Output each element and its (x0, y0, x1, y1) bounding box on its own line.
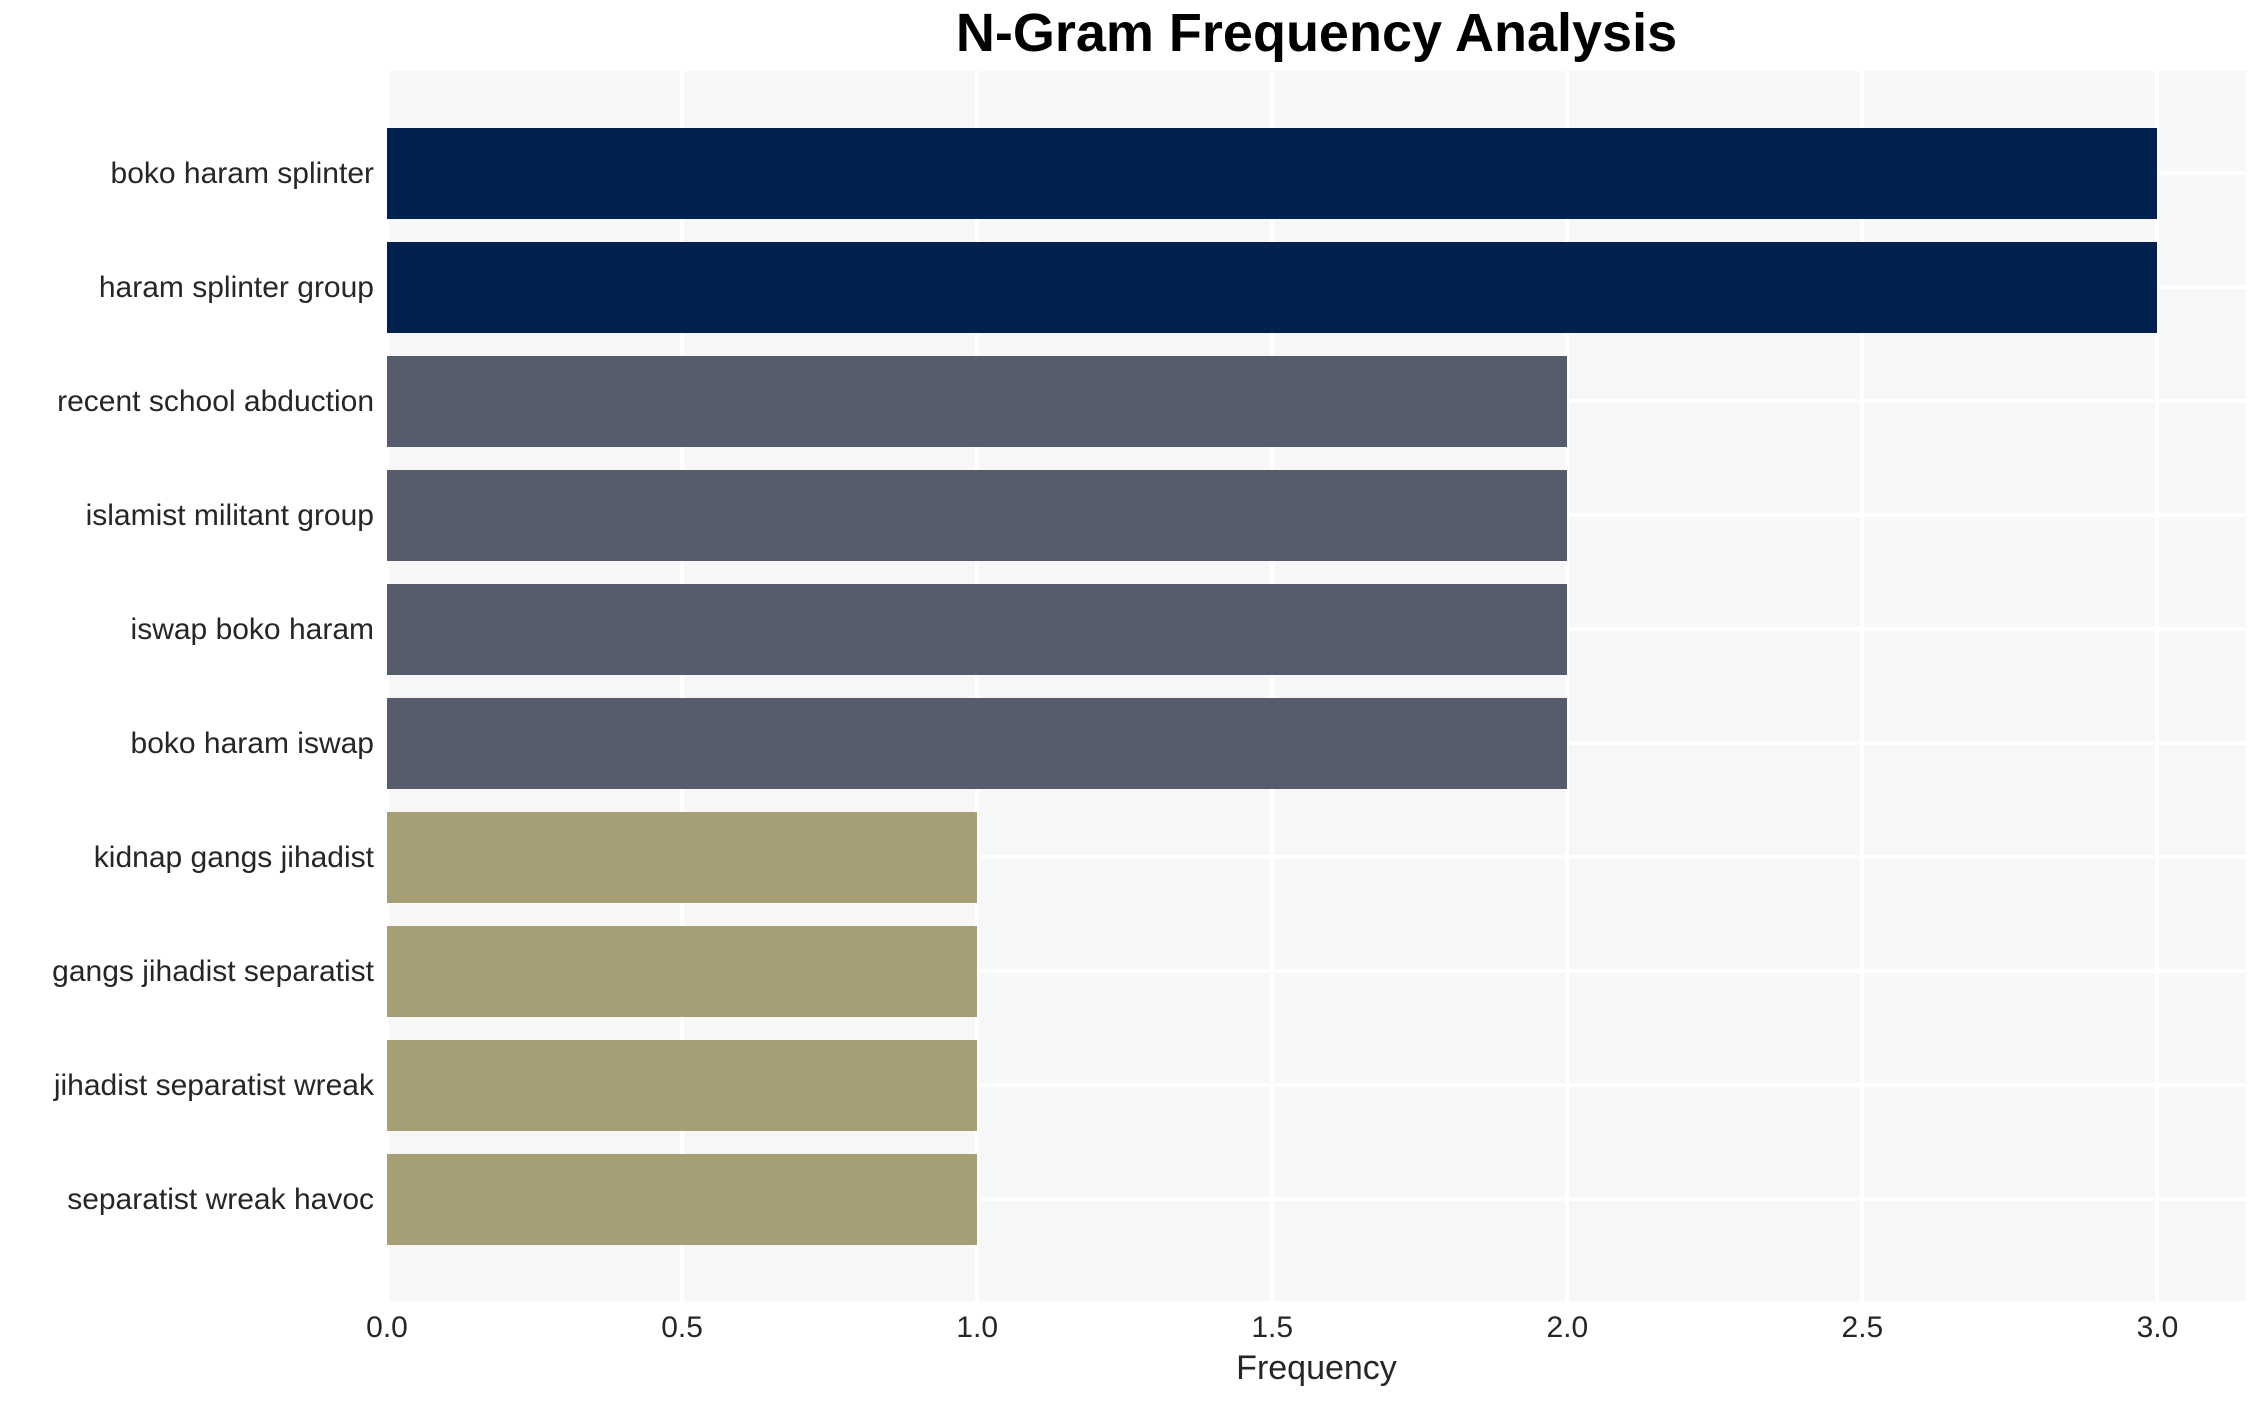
bar-row: boko haram splinter (0, 116, 2246, 230)
chart-title: N-Gram Frequency Analysis (955, 3, 1678, 63)
y-axis-label: boko haram iswap (130, 726, 374, 760)
bar-row: gangs jihadist separatist (0, 914, 2246, 1028)
bar-track (387, 1039, 2246, 1131)
y-axis-label: iswap boko haram (130, 612, 374, 646)
y-axis-label: haram splinter group (98, 270, 374, 304)
bar-track (387, 925, 2246, 1017)
bar (387, 697, 1568, 789)
horizontal-gridline (387, 1083, 2246, 1087)
bar-row: recent school abduction (0, 344, 2246, 458)
x-tick-label: 0.0 (366, 1311, 408, 1344)
bar (387, 355, 1568, 447)
y-axis-label: jihadist separatist wreak (53, 1068, 374, 1102)
x-tick-label: 2.5 (1841, 1311, 1884, 1344)
x-tick-label: 1.0 (956, 1311, 999, 1344)
x-tick-label: 1.5 (1251, 1311, 1294, 1344)
bar-track (387, 469, 2246, 561)
y-axis-label: kidnap gangs jihadist (93, 840, 374, 874)
vertical-gridline (975, 71, 980, 1301)
horizontal-gridline (387, 969, 2246, 973)
bar (387, 1039, 978, 1131)
bar-row: separatist wreak havoc (0, 1142, 2246, 1256)
bar-rows: boko haram splinter haram splinter group r… (0, 71, 2267, 1301)
horizontal-gridline (387, 1197, 2246, 1201)
bar-row: boko haram iswap (0, 686, 2246, 800)
bar-track (387, 811, 2246, 903)
vertical-gridline (680, 71, 685, 1301)
x-tick-label: 3.0 (2136, 1311, 2179, 1344)
bar (387, 1153, 978, 1245)
y-axis-label: gangs jihadist separatist (52, 954, 374, 988)
y-axis-label: islamist militant group (85, 498, 374, 532)
bar (387, 925, 978, 1017)
y-axis-label: boko haram splinter (110, 156, 374, 190)
vertical-gridline (2155, 71, 2160, 1301)
bar-row: kidnap gangs jihadist (0, 800, 2246, 914)
vertical-gridline (1860, 71, 1865, 1301)
bar-row: jihadist separatist wreak (0, 1028, 2246, 1142)
vertical-gridline (1270, 71, 1275, 1301)
bar (387, 583, 1568, 675)
bar (387, 127, 2158, 219)
bar-track (387, 355, 2246, 447)
bar-row: islamist militant group (0, 458, 2246, 572)
bar-track (387, 697, 2246, 789)
x-axis-label: Frequency (1236, 1349, 1397, 1387)
x-tick-label: 0.5 (661, 1311, 703, 1344)
bar (387, 469, 1568, 561)
bar-track (387, 1153, 2246, 1245)
y-axis-label: recent school abduction (57, 384, 374, 418)
horizontal-gridline (387, 855, 2246, 859)
bar-row: iswap boko haram (0, 572, 2246, 686)
bar-track (387, 583, 2246, 675)
bar-track (387, 127, 2246, 219)
bar-track (387, 241, 2246, 333)
vertical-gridline (385, 71, 389, 1301)
vertical-gridline (1565, 71, 1570, 1301)
bar (387, 241, 2158, 333)
x-tick-label: 2.0 (1546, 1311, 1589, 1344)
x-axis-ticks: 0.0 0.5 1.0 1.5 2.0 2.5 3.0 (366, 1301, 2246, 1345)
bar (387, 811, 978, 903)
bar-row: haram splinter group (0, 230, 2246, 344)
y-axis-label: separatist wreak havoc (67, 1182, 374, 1216)
